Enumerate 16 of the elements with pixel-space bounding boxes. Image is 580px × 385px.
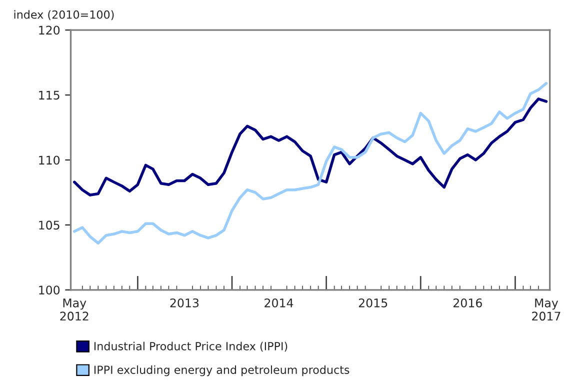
line-series: [72, 82, 548, 245]
legend-label: IPPI excluding energy and petroleum products: [94, 365, 350, 376]
y-axis-title: index (2010=100): [14, 10, 114, 20]
x-tick-label: May 2017: [532, 298, 560, 321]
x-tick-label: 2016: [454, 298, 482, 308]
legend-label: Industrial Product Price Index (IPPI): [94, 342, 288, 352]
x-tick-label: 2013: [170, 298, 199, 308]
y-tick-label: 100: [39, 286, 60, 295]
y-tick-label: 105: [39, 220, 60, 230]
y-tick-label: 115: [39, 90, 60, 100]
y-tick-label: 110: [39, 156, 60, 165]
x-tick-label: 2015: [358, 298, 388, 308]
x-tick-label: May 2012: [60, 298, 88, 321]
x-tick-label: 2014: [264, 298, 294, 308]
y-tick-label: 120: [39, 26, 60, 35]
line-series: [72, 98, 548, 196]
